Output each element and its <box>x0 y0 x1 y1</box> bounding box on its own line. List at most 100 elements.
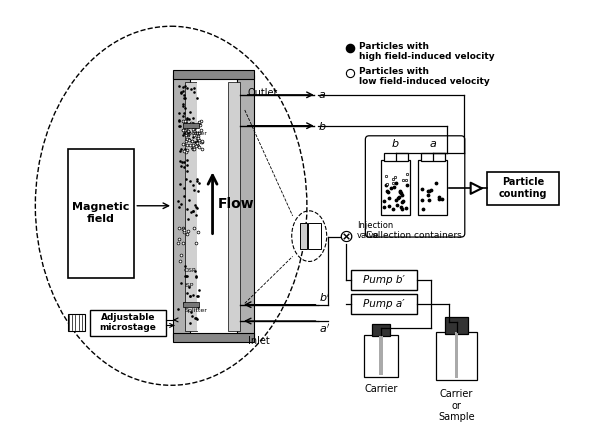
Point <box>178 225 188 232</box>
Point <box>397 192 407 198</box>
Point <box>174 118 184 125</box>
Point <box>181 119 191 126</box>
Bar <box>381 160 410 215</box>
Point <box>176 148 185 155</box>
Point <box>185 319 195 326</box>
Point <box>178 101 188 108</box>
Point <box>184 283 194 290</box>
Point <box>191 273 201 280</box>
Point <box>179 158 188 165</box>
Point <box>194 129 203 136</box>
Point <box>176 89 186 95</box>
Bar <box>68 314 85 331</box>
Point <box>185 122 195 129</box>
Point <box>193 315 202 322</box>
Point <box>182 147 192 153</box>
Point <box>180 145 190 152</box>
Point <box>188 138 197 145</box>
Point <box>179 299 188 306</box>
Point <box>418 205 427 212</box>
Point <box>434 194 444 201</box>
Point <box>391 180 401 187</box>
Bar <box>183 123 199 128</box>
Point <box>194 137 203 143</box>
Point <box>381 181 391 188</box>
Point <box>179 192 189 199</box>
Point <box>188 137 197 144</box>
Point <box>193 133 203 140</box>
Bar <box>436 332 477 380</box>
Point <box>196 139 206 145</box>
Point <box>424 188 434 195</box>
Point <box>194 143 204 150</box>
Bar <box>379 337 383 375</box>
Bar <box>350 270 417 290</box>
Point <box>179 129 189 136</box>
Point <box>179 84 188 90</box>
Point <box>397 198 406 205</box>
Point <box>183 123 193 130</box>
Point <box>190 89 199 96</box>
Point <box>389 184 399 190</box>
Text: OSP: OSP <box>184 268 197 273</box>
Point <box>179 117 188 124</box>
Point <box>181 137 190 144</box>
Point <box>188 120 198 126</box>
Point <box>185 293 195 300</box>
Point <box>176 201 186 208</box>
Point <box>186 120 196 127</box>
Point <box>195 122 205 129</box>
Text: $a$: $a$ <box>319 90 326 100</box>
Point <box>184 197 194 204</box>
Point <box>386 184 395 191</box>
Point <box>390 174 400 181</box>
Point <box>182 120 191 127</box>
Point <box>176 257 185 264</box>
Text: Particle
counting: Particle counting <box>499 178 547 199</box>
Point <box>184 121 194 128</box>
Point <box>188 207 198 214</box>
Bar <box>445 317 469 334</box>
Point <box>424 197 433 204</box>
Point <box>193 187 202 194</box>
Point <box>381 173 391 180</box>
Bar <box>173 70 254 79</box>
Point <box>187 309 196 315</box>
Point <box>417 197 427 204</box>
Point <box>188 208 197 215</box>
Point <box>182 125 191 131</box>
Point <box>191 142 200 149</box>
Point <box>182 136 192 142</box>
Point <box>173 240 183 246</box>
Point <box>345 45 355 52</box>
Bar <box>238 75 254 338</box>
Bar <box>173 333 254 342</box>
Point <box>181 117 190 124</box>
Point <box>189 225 199 232</box>
Point <box>194 180 203 187</box>
Point <box>398 198 408 204</box>
Text: Pump a′: Pump a′ <box>363 299 404 309</box>
Bar <box>421 153 445 161</box>
Point <box>188 142 198 148</box>
Point <box>191 212 200 218</box>
Point <box>183 128 193 134</box>
Point <box>396 204 406 210</box>
Point <box>174 123 184 130</box>
Point <box>190 128 199 135</box>
Point <box>423 191 433 198</box>
Point <box>401 177 411 184</box>
Point <box>182 206 192 212</box>
Point <box>182 114 191 121</box>
Point <box>192 142 202 148</box>
Point <box>179 109 189 116</box>
Point <box>192 176 202 182</box>
Point <box>181 176 191 182</box>
Point <box>191 204 201 211</box>
Point <box>395 187 405 194</box>
Point <box>190 315 200 321</box>
Text: ISP: ISP <box>184 283 193 288</box>
Text: Injection
valve: Injection valve <box>357 221 394 240</box>
Point <box>398 177 408 184</box>
Point <box>185 141 195 148</box>
